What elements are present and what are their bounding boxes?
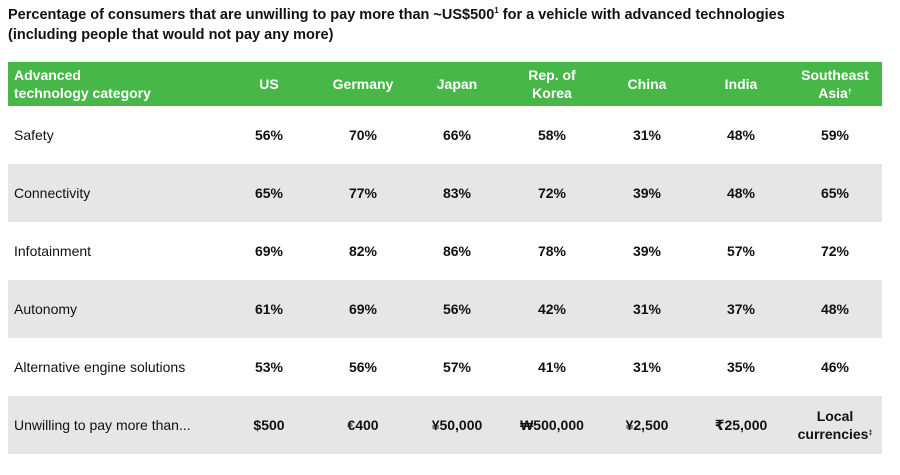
consumer-table: Advanced technology category US Germany J… — [8, 62, 882, 454]
chart-title: Percentage of consumers that are unwilli… — [8, 6, 785, 43]
header-row: Advanced technology category US Germany J… — [8, 62, 882, 106]
price-cell-southeast-asia: Local currencies‡ — [788, 396, 882, 454]
price-row-label: Unwilling to pay more than... — [8, 396, 222, 454]
table-row: Safety 56% 70% 66% 58% 31% 48% 59% — [8, 106, 882, 164]
value-cell-germany: 77% — [316, 164, 410, 222]
title-footnote-mark: 1 — [494, 6, 499, 15]
value-cell-china: 31% — [632, 127, 662, 143]
local-line1: Local — [816, 408, 854, 424]
value-cell-korea: 42% — [504, 280, 600, 338]
value-cell-korea: 78% — [537, 243, 567, 259]
value-cell-southeast-asia: 65% — [788, 164, 882, 222]
row-label: Autonomy — [8, 280, 222, 338]
value-cell-germany: 56% — [348, 359, 378, 375]
value-cell-us: 56% — [254, 127, 284, 143]
price-row: Unwilling to pay more than... $500 €400 ¥50… — [8, 396, 882, 454]
value-cell-japan: 66% — [442, 127, 472, 143]
header-us: US — [222, 62, 316, 106]
value-cell-india: 37% — [694, 280, 788, 338]
header-germany: Germany — [316, 62, 410, 106]
local-footnote-mark: ‡ — [868, 430, 873, 437]
local-line2: currencies — [797, 426, 869, 442]
value-cell-us: 53% — [254, 359, 284, 375]
row-label: Infotainment — [14, 243, 92, 259]
value-cell-germany: 69% — [316, 280, 410, 338]
value-cell-southeast-asia: 72% — [820, 243, 850, 259]
value-cell-japan: 56% — [410, 280, 504, 338]
table-row: Alternative engine solutions 53% 56% 57% 41%… — [8, 338, 882, 396]
header-india: India — [694, 62, 788, 106]
value-cell-china: 31% — [632, 359, 662, 375]
value-cell-china: 39% — [632, 243, 662, 259]
price-cell-us: $500 — [222, 396, 316, 454]
table-row: Connectivity 65% 77% 83% 72% 39% 48% 65% — [8, 164, 882, 222]
price-cell-korea: ₩500,000 — [504, 396, 600, 454]
value-cell-japan: 83% — [410, 164, 504, 222]
row-label: Connectivity — [8, 164, 222, 222]
row-label: Safety — [14, 127, 54, 143]
header-korea: Rep. of Korea — [504, 62, 600, 106]
value-cell-japan: 57% — [442, 359, 472, 375]
value-cell-germany: 82% — [348, 243, 378, 259]
row-label: Alternative engine solutions — [14, 359, 186, 375]
value-cell-us: 65% — [222, 164, 316, 222]
value-cell-china: 39% — [600, 164, 694, 222]
value-cell-southeast-asia: 46% — [820, 359, 850, 375]
table-row: Infotainment 69% 82% 86% 78% 39% 57% 72% — [8, 222, 882, 280]
value-cell-india: 48% — [726, 127, 756, 143]
table-row: Autonomy 61% 69% 56% 42% 31% 37% 48% — [8, 280, 882, 338]
header-southeast-asia: Southeast Asia† — [788, 62, 882, 106]
price-cell-china: ¥2,500 — [600, 396, 694, 454]
header-japan: Japan — [410, 62, 504, 106]
price-cell-india: ₹25,000 — [694, 396, 788, 454]
value-cell-germany: 70% — [348, 127, 378, 143]
value-cell-korea: 72% — [504, 164, 600, 222]
value-cell-india: 57% — [726, 243, 756, 259]
header-category: Advanced technology category — [8, 62, 222, 106]
header-china: China — [600, 62, 694, 106]
value-cell-southeast-asia: 59% — [820, 127, 850, 143]
value-cell-korea: 58% — [537, 127, 567, 143]
price-cell-germany: €400 — [316, 396, 410, 454]
price-cell-japan: ¥50,000 — [410, 396, 504, 454]
value-cell-us: 69% — [254, 243, 284, 259]
value-cell-china: 31% — [600, 280, 694, 338]
value-cell-korea: 41% — [537, 359, 567, 375]
value-cell-india: 48% — [694, 164, 788, 222]
value-cell-us: 61% — [222, 280, 316, 338]
value-cell-india: 35% — [726, 359, 756, 375]
value-cell-japan: 86% — [442, 243, 472, 259]
value-cell-southeast-asia: 48% — [788, 280, 882, 338]
